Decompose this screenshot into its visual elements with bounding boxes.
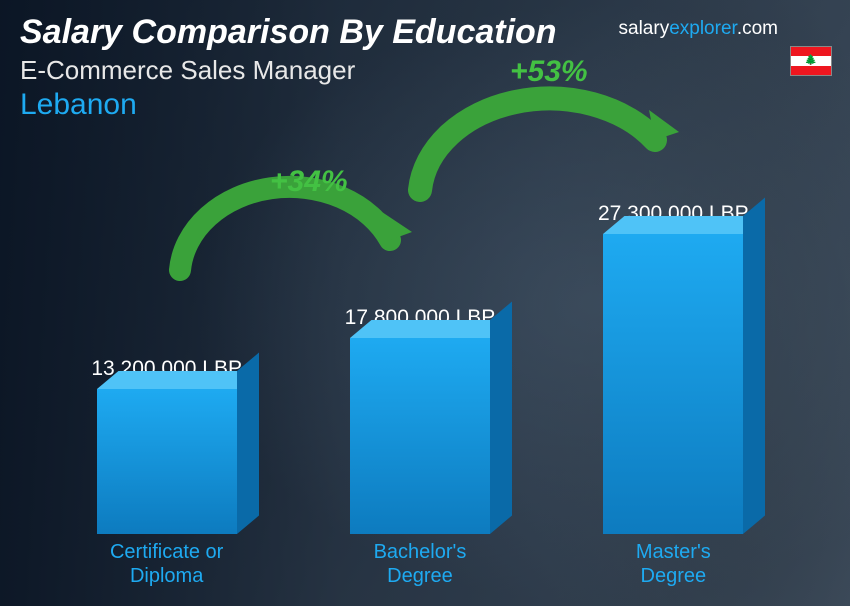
infographic-canvas: Salary Comparison By Education E-Commerc… xyxy=(0,0,850,606)
brand-accent: explorer xyxy=(669,18,737,39)
brand-suffix: .com xyxy=(737,18,778,39)
increment-label-1: +34% xyxy=(270,165,348,199)
country-name: Lebanon xyxy=(20,88,557,122)
bar-3d xyxy=(350,338,490,534)
brand-logo: salaryexplorer.com xyxy=(619,18,778,40)
x-axis-labels: Certificate orDiploma Bachelor'sDegree Mas… xyxy=(40,540,800,588)
increment-label-2: +53% xyxy=(510,55,588,89)
bar-cap xyxy=(603,216,764,234)
x-axis-label: Certificate orDiploma xyxy=(53,540,281,588)
bar-group: 17,800,000 LBP xyxy=(306,306,534,534)
flag-stripe-bottom xyxy=(791,66,831,75)
bar-side xyxy=(743,198,765,534)
job-title: E-Commerce Sales Manager xyxy=(20,55,557,86)
bar-side xyxy=(237,353,259,534)
x-axis-label: Master'sDegree xyxy=(559,540,787,588)
chart-area: +34% +53% 13,200,000 LBP17,800,000 LBP27… xyxy=(40,150,800,588)
bar-container: 13,200,000 LBP17,800,000 LBP27,300,000 L… xyxy=(40,214,800,534)
bar-group: 13,200,000 LBP xyxy=(53,357,281,534)
bar-3d xyxy=(97,389,237,534)
bar-group: 27,300,000 LBP xyxy=(559,202,787,534)
country-flag-icon: 🌲 xyxy=(790,46,832,76)
bar-3d xyxy=(603,234,743,534)
bar-cap xyxy=(97,371,258,389)
flag-stripe-middle: 🌲 xyxy=(791,56,831,67)
bar-front xyxy=(97,389,237,534)
x-axis-label: Bachelor'sDegree xyxy=(306,540,534,588)
bar-front xyxy=(350,338,490,534)
bar-cap xyxy=(350,320,511,338)
bar-side xyxy=(490,302,512,534)
flag-cedar-icon: 🌲 xyxy=(805,56,817,66)
main-title: Salary Comparison By Education xyxy=(20,14,557,51)
bar-front xyxy=(603,234,743,534)
brand-prefix: salary xyxy=(619,18,670,39)
title-block: Salary Comparison By Education E-Commerc… xyxy=(20,14,557,122)
